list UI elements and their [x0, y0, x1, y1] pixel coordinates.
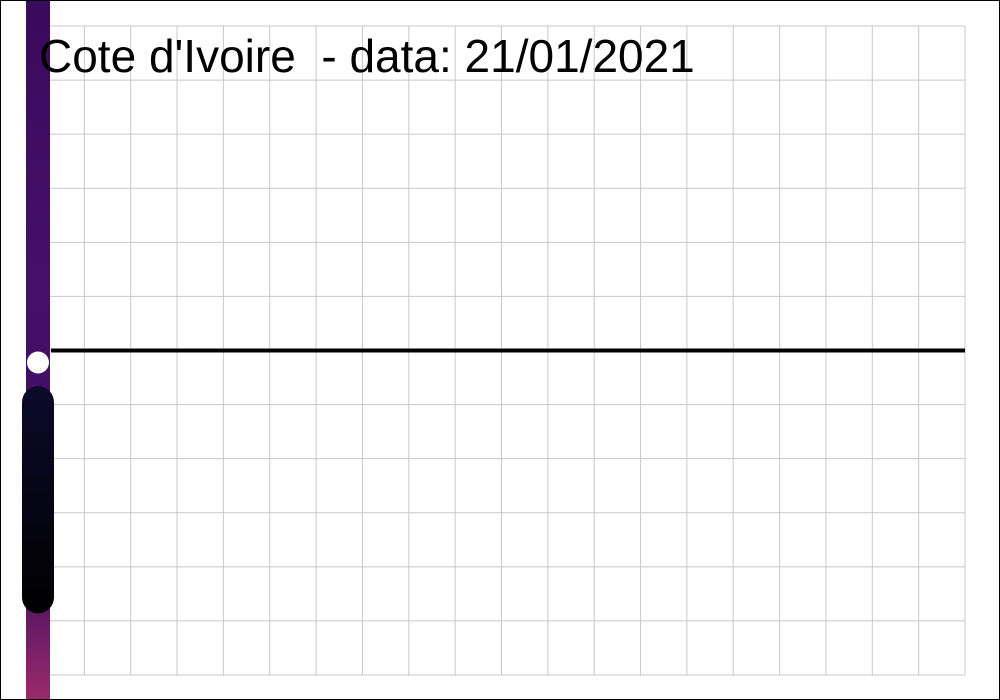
chart-title: Cote d'Ivoire - data: 21/01/2021	[39, 30, 695, 82]
value-bar	[22, 386, 54, 614]
colorbar-marker	[27, 351, 49, 374]
